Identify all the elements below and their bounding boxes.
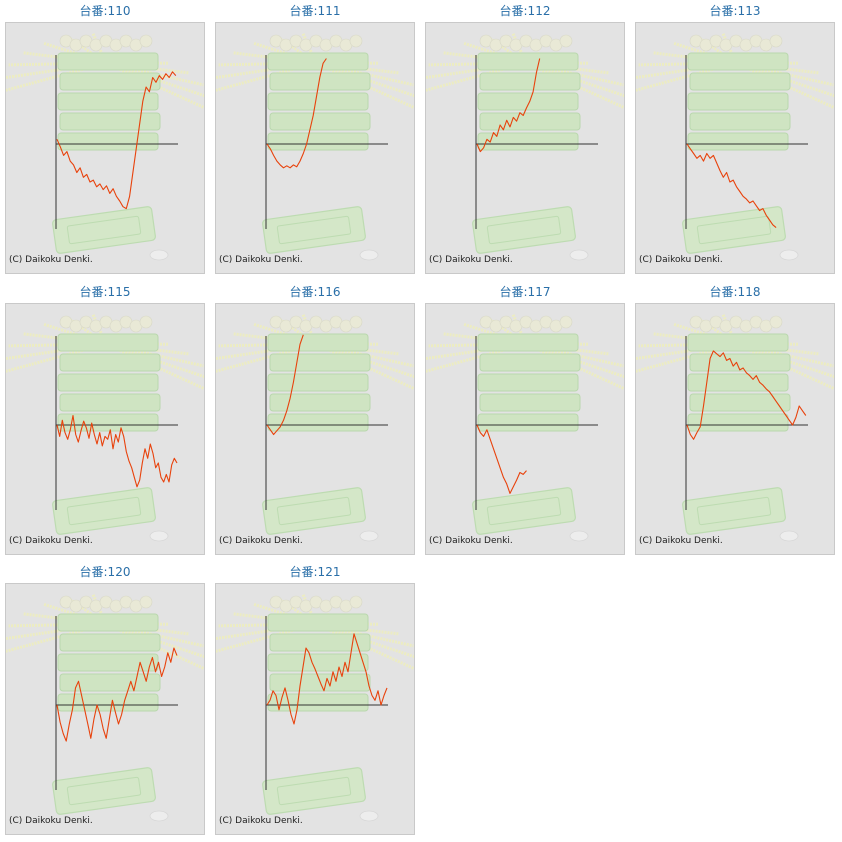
chart-title: 台番:118 [709, 284, 761, 299]
chart-svg [6, 593, 204, 822]
series-line [266, 334, 304, 435]
slot-panel: 台番:113 (C) Daikoku Denki. [630, 0, 840, 280]
series-line [686, 143, 777, 229]
chart-svg [216, 312, 414, 541]
series-line [56, 71, 177, 210]
series-line [266, 58, 327, 169]
chart-title: 台番:112 [499, 4, 551, 18]
chart-frame: (C) Daikoku Denki. [5, 22, 205, 274]
chart-title: 台番:117 [499, 284, 551, 299]
chart-title: 台番:113 [709, 4, 761, 18]
chart-svg [6, 32, 204, 261]
chart-title: 台番:115 [79, 284, 131, 299]
copyright-credit: (C) Daikoku Denki. [639, 255, 723, 265]
copyright-credit: (C) Daikoku Denki. [9, 255, 93, 265]
chart-svg [636, 32, 834, 261]
chart-svg [426, 32, 624, 261]
copyright-credit: (C) Daikoku Denki. [429, 255, 513, 265]
series-line [476, 424, 527, 494]
copyright-credit: (C) Daikoku Denki. [219, 535, 303, 546]
chart-svg [6, 312, 204, 541]
background-artwork [216, 32, 414, 261]
chart-title: 台番:111 [289, 4, 341, 18]
slot-panel: 台番:120 (C) Daikoku Denki. [0, 561, 210, 841]
background-artwork [636, 312, 834, 541]
chart-title: 台番:116 [289, 284, 341, 299]
background-artwork [6, 593, 204, 822]
series-line [266, 633, 388, 725]
chart-frame: (C) Daikoku Denki. [215, 22, 415, 274]
background-artwork [216, 593, 414, 822]
chart-frame: (C) Daikoku Denki. [5, 583, 205, 835]
slot-panel: 台番:111 (C) Daikoku Denki. [210, 0, 420, 280]
slot-panel: 台番:115 (C) Daikoku Denki. [0, 281, 210, 561]
chart-svg [636, 312, 834, 541]
background-artwork [426, 312, 624, 541]
copyright-credit: (C) Daikoku Denki. [639, 535, 723, 546]
slot-panel: 台番:117 (C) Daikoku Denki. [420, 281, 630, 561]
chart-title: 台番:120 [79, 565, 131, 579]
chart-title: 台番:121 [289, 565, 341, 579]
background-artwork [6, 312, 204, 541]
slot-panel: 台番:112 (C) Daikoku Denki. [420, 0, 630, 280]
chart-frame: (C) Daikoku Denki. [215, 583, 415, 835]
slot-panel: 台番:110 (C) Daikoku Denki. [0, 0, 210, 280]
copyright-credit: (C) Daikoku Denki. [9, 816, 93, 826]
copyright-credit: (C) Daikoku Denki. [429, 535, 513, 546]
background-artwork [426, 32, 624, 261]
chart-frame: (C) Daikoku Denki. [635, 22, 835, 274]
chart-svg [426, 312, 624, 541]
chart-frame: (C) Daikoku Denki. [215, 302, 415, 555]
copyright-credit: (C) Daikoku Denki. [219, 816, 303, 826]
slot-panel: 台番:116 (C) Daikoku Denki. [210, 281, 420, 561]
copyright-credit: (C) Daikoku Denki. [219, 255, 303, 265]
chart-title: 台番:110 [79, 4, 131, 18]
slot-panel: 台番:121 (C) Daikoku Denki. [210, 561, 420, 841]
chart-frame: (C) Daikoku Denki. [635, 302, 835, 555]
series-line [56, 414, 178, 487]
background-artwork [6, 32, 204, 261]
series-line [476, 58, 541, 153]
copyright-credit: (C) Daikoku Denki. [9, 535, 93, 546]
chart-svg [216, 593, 414, 822]
chart-frame: (C) Daikoku Denki. [425, 302, 625, 555]
chart-frame: (C) Daikoku Denki. [5, 302, 205, 555]
background-artwork [636, 32, 834, 261]
series-line [686, 349, 807, 440]
series-line [56, 647, 178, 742]
chart-svg [216, 32, 414, 261]
background-artwork [216, 312, 414, 541]
chart-frame: (C) Daikoku Denki. [425, 22, 625, 274]
slot-panel: 台番:118 (C) Daikoku Denki. [630, 281, 840, 561]
